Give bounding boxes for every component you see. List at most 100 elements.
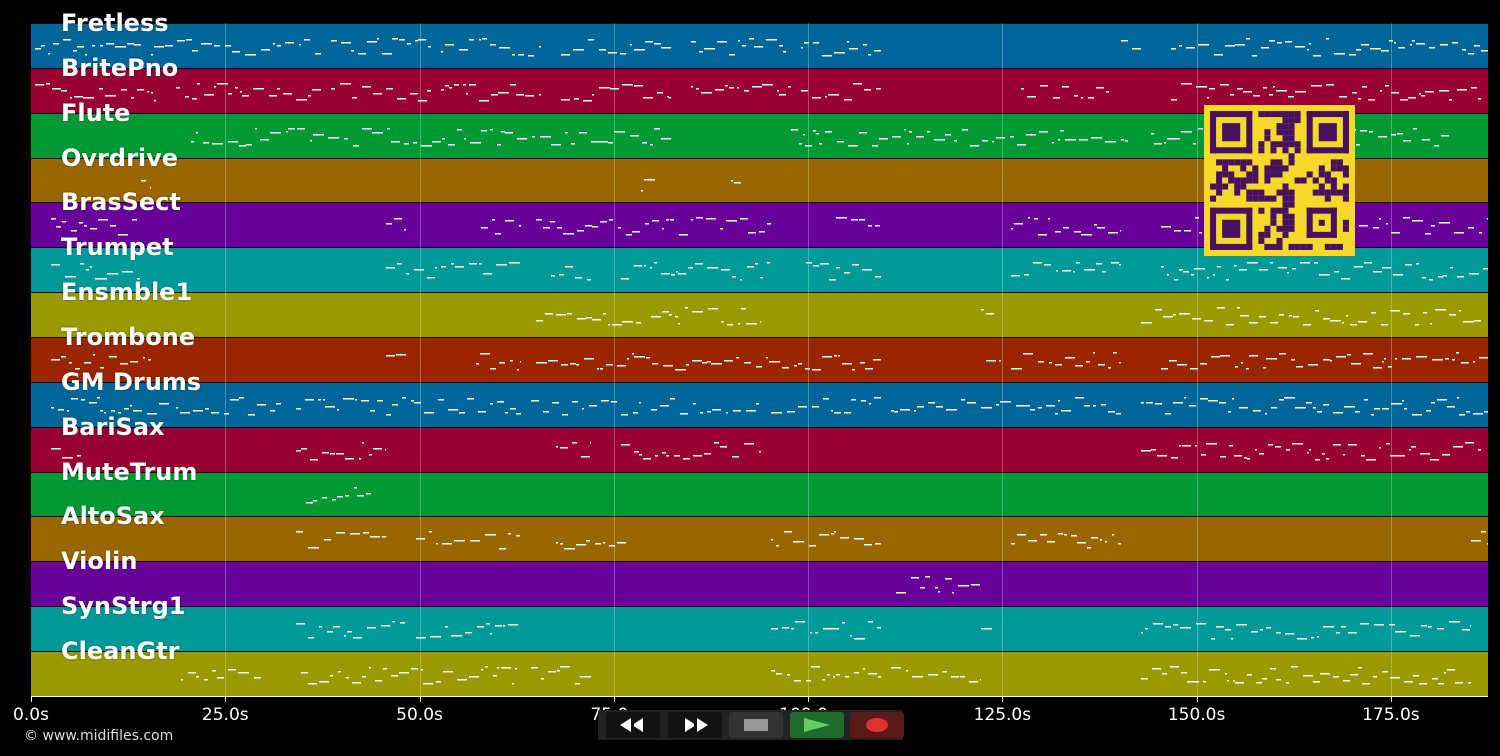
note xyxy=(657,91,663,94)
note xyxy=(1403,139,1411,142)
track-lane-synstrg1[interactable] xyxy=(31,606,1488,652)
note xyxy=(1141,449,1151,452)
note xyxy=(1468,227,1474,229)
note xyxy=(945,133,951,136)
note xyxy=(1184,396,1186,399)
note xyxy=(1231,638,1233,640)
track-lane-barisax[interactable] xyxy=(31,426,1488,472)
note xyxy=(1292,268,1296,270)
note xyxy=(1200,363,1207,365)
note xyxy=(1373,367,1382,369)
note xyxy=(51,359,60,361)
note xyxy=(771,670,775,672)
note xyxy=(381,625,390,627)
note xyxy=(787,410,795,413)
note xyxy=(319,626,322,628)
track-lane-cleangtr[interactable] xyxy=(31,651,1488,696)
note xyxy=(1322,452,1325,455)
note xyxy=(1358,97,1361,100)
note xyxy=(491,93,498,96)
note xyxy=(1121,138,1124,141)
note xyxy=(1370,48,1381,50)
play-button[interactable] xyxy=(790,712,844,738)
note xyxy=(1252,55,1257,57)
note xyxy=(516,93,524,96)
note xyxy=(756,366,762,368)
note xyxy=(392,403,398,406)
note xyxy=(1060,129,1064,132)
note xyxy=(1457,88,1467,91)
note xyxy=(701,91,712,94)
note xyxy=(809,545,816,547)
note xyxy=(1291,359,1295,361)
note xyxy=(803,133,805,136)
note xyxy=(861,399,866,402)
note xyxy=(872,144,878,147)
note xyxy=(56,226,61,228)
note xyxy=(1462,629,1470,631)
axis-tick xyxy=(808,696,810,702)
note xyxy=(481,669,483,671)
track-lane-mutetrum[interactable] xyxy=(31,471,1488,517)
note xyxy=(1237,307,1240,309)
record-button[interactable] xyxy=(850,712,904,738)
note xyxy=(1360,129,1367,132)
note xyxy=(331,87,335,90)
note xyxy=(877,627,881,629)
note xyxy=(644,265,646,267)
note xyxy=(650,143,653,146)
note xyxy=(499,548,506,550)
note xyxy=(418,39,426,41)
note xyxy=(445,84,449,87)
note xyxy=(1063,227,1069,229)
note xyxy=(560,666,570,668)
note xyxy=(1313,681,1320,683)
note xyxy=(399,39,405,41)
note xyxy=(1333,411,1343,414)
note xyxy=(1151,132,1154,135)
track-lane-fretless[interactable] xyxy=(31,23,1488,68)
rewind-button[interactable] xyxy=(606,712,660,738)
note xyxy=(1306,401,1312,404)
note xyxy=(1023,353,1033,355)
track-lane-trombone[interactable] xyxy=(31,337,1488,382)
note xyxy=(1313,55,1321,57)
note xyxy=(1096,263,1102,265)
note xyxy=(350,533,360,535)
note xyxy=(733,409,741,412)
note xyxy=(863,44,867,46)
note xyxy=(587,279,591,281)
note xyxy=(1084,404,1090,407)
note xyxy=(1385,84,1389,87)
note xyxy=(392,38,398,40)
note xyxy=(1348,632,1357,634)
note xyxy=(228,140,238,143)
track-lane-violin[interactable] xyxy=(31,561,1488,607)
note xyxy=(986,360,996,362)
note xyxy=(308,94,311,97)
gridline xyxy=(1196,23,1198,696)
note xyxy=(483,273,492,275)
note xyxy=(357,494,364,497)
note xyxy=(1184,230,1191,232)
note xyxy=(1179,45,1182,47)
note xyxy=(228,92,232,95)
track-lane-altosax[interactable] xyxy=(31,516,1488,562)
note xyxy=(1466,410,1470,413)
note xyxy=(1181,82,1192,85)
fast-forward-button[interactable] xyxy=(668,712,722,738)
note xyxy=(1179,313,1190,315)
note xyxy=(1437,628,1444,630)
track-lane-ensmble1[interactable] xyxy=(31,292,1488,338)
note xyxy=(864,544,872,546)
note xyxy=(331,40,337,42)
note xyxy=(1213,274,1215,276)
note xyxy=(1478,448,1481,451)
stop-button[interactable] xyxy=(729,712,783,738)
note xyxy=(691,41,696,43)
note xyxy=(736,357,739,359)
track-lane-gm-drums[interactable] xyxy=(31,381,1488,427)
note xyxy=(784,531,792,533)
note xyxy=(362,85,371,88)
note xyxy=(621,443,630,446)
